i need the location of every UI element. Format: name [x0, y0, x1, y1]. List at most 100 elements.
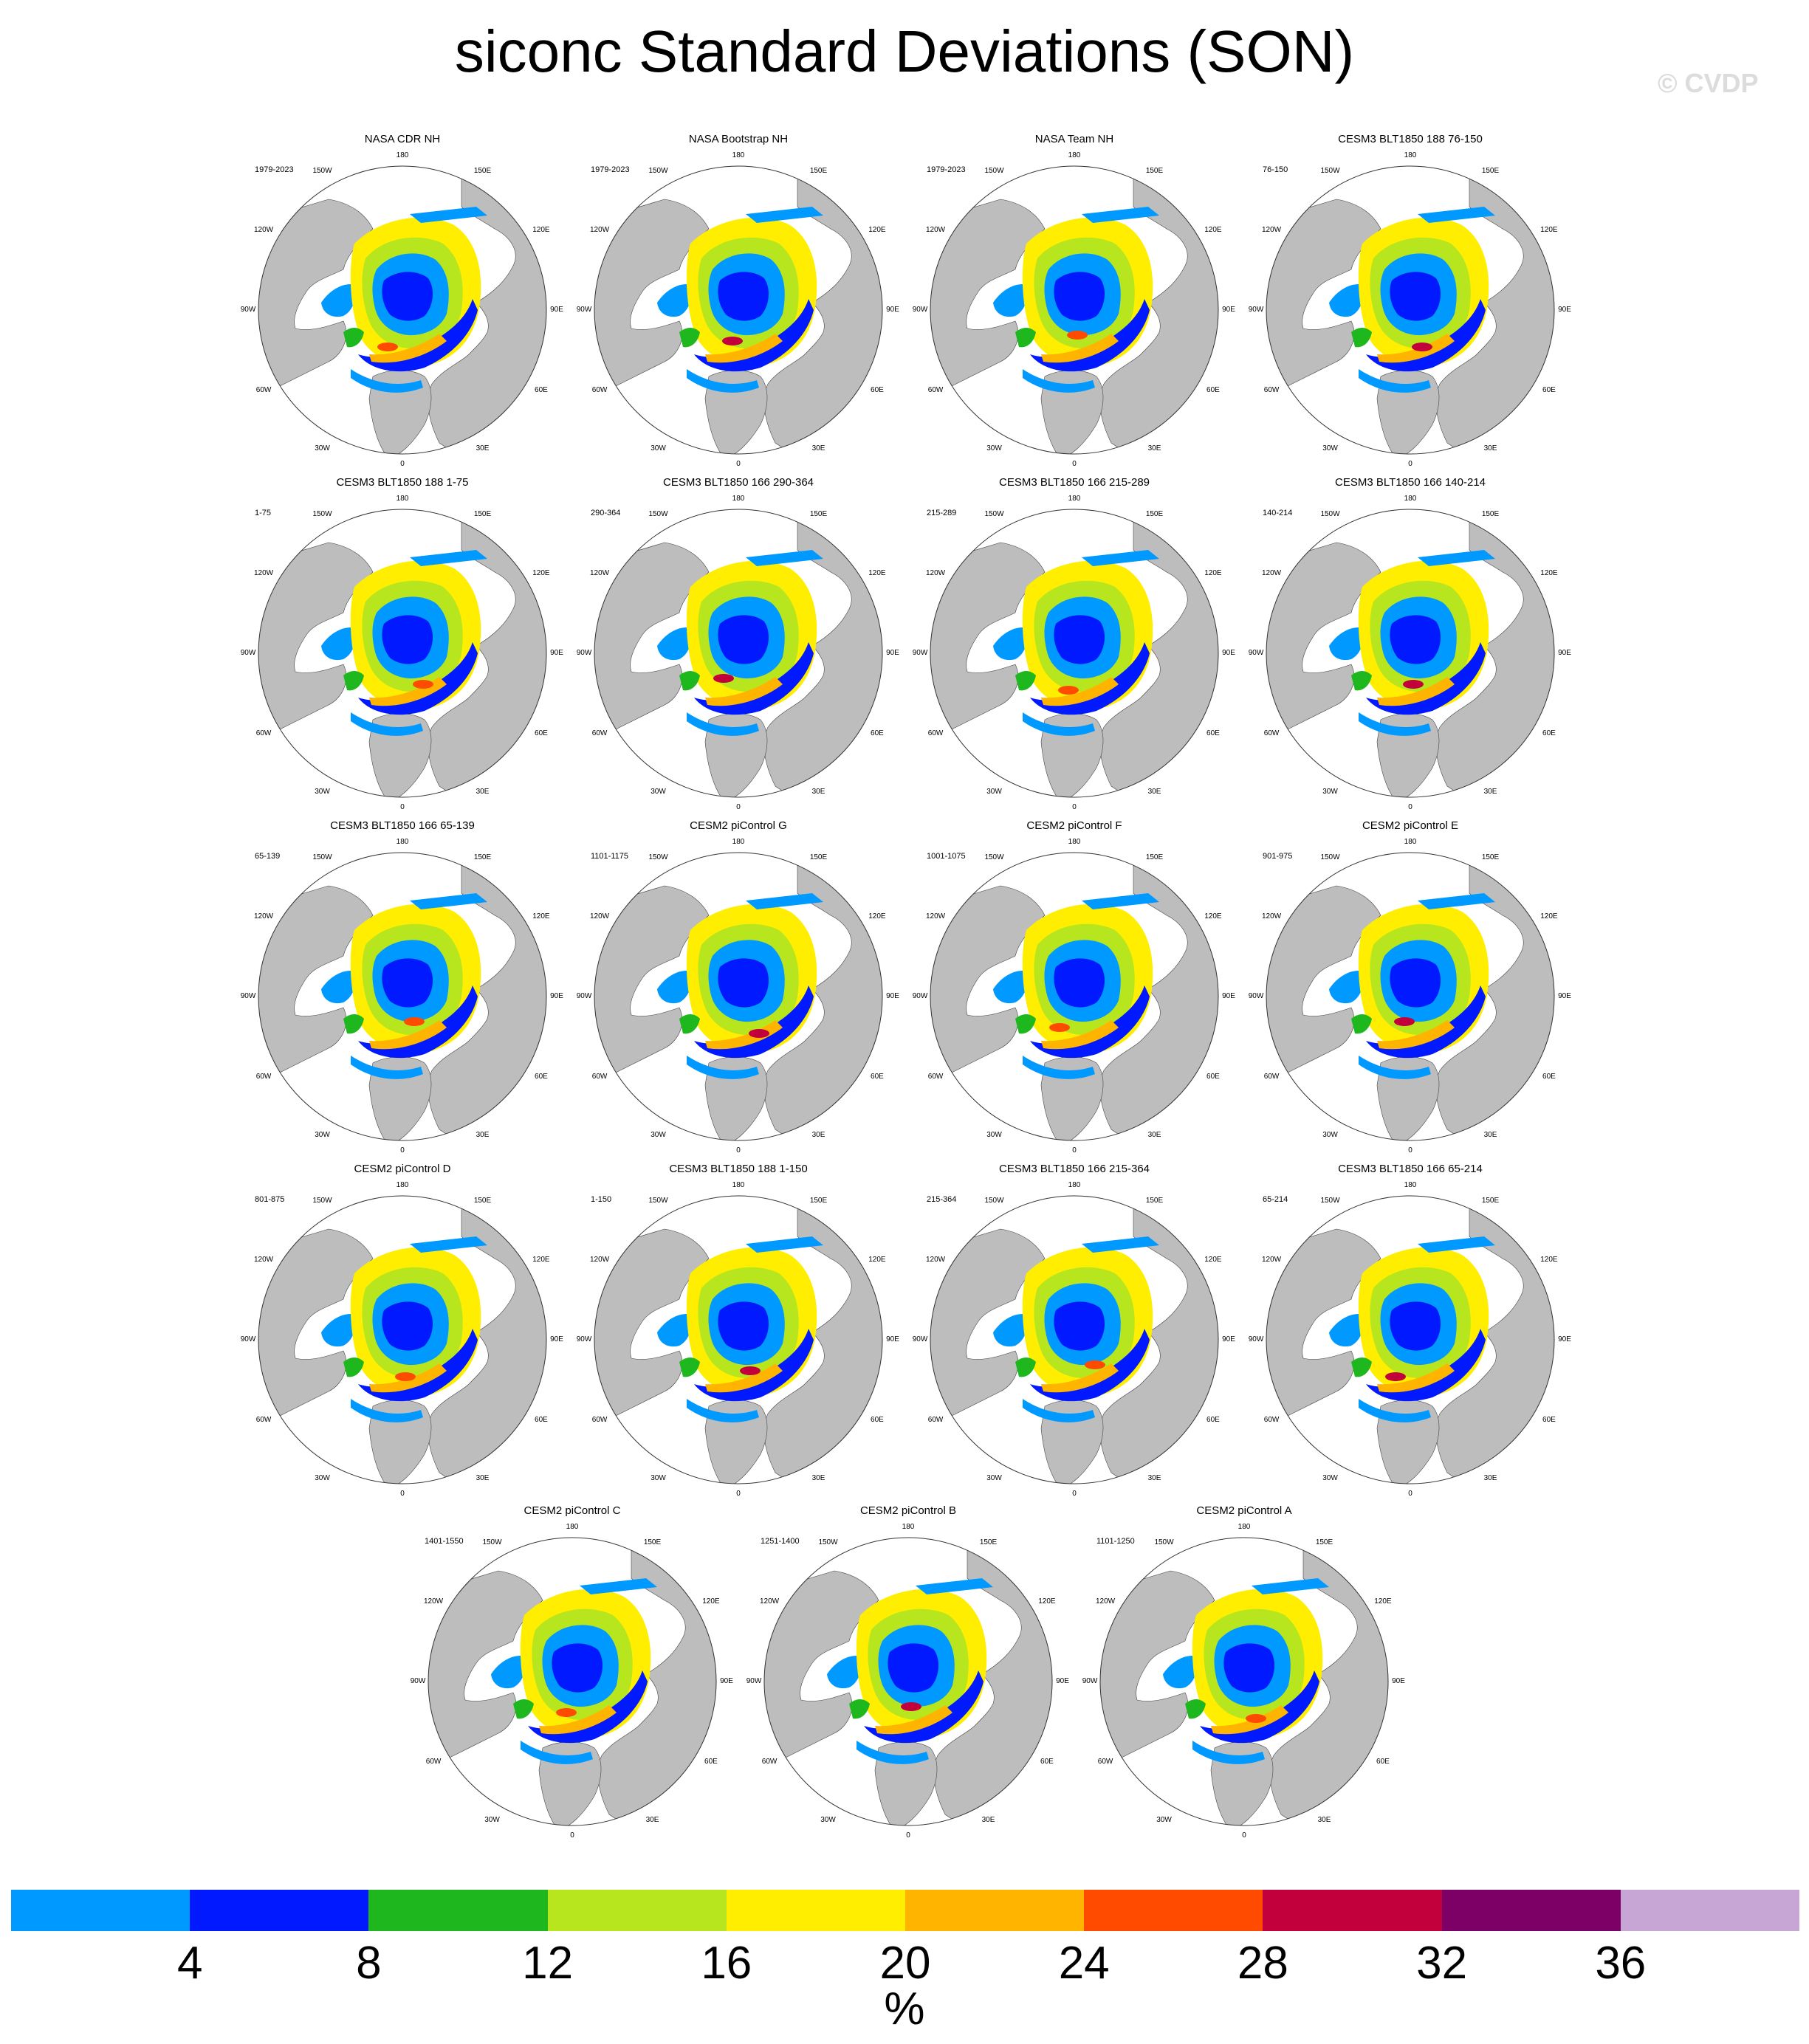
panel-period: 1101-1250 [1096, 1537, 1135, 1546]
lon-label: 150E [1315, 1538, 1333, 1547]
ice-band-hudson [849, 1699, 870, 1719]
ice-band-hudson [513, 1699, 534, 1719]
ice-band-gin [1023, 712, 1095, 736]
lon-label: 120W [1262, 912, 1282, 921]
lon-label: 30W [986, 1473, 1002, 1482]
lon-label: 90E [1558, 306, 1571, 314]
map-panel: NASA Team NH 1979-2023 180 150E 120E 90E 60E 30… [912, 133, 1237, 480]
colorbar-tick-label: 12 [522, 1938, 574, 1989]
ice-band-gin [1359, 712, 1431, 736]
ice-band-hudson [679, 328, 700, 348]
lon-label: 30E [811, 787, 825, 796]
panel-period: 1-75 [255, 509, 272, 517]
north-america-land [930, 1228, 1046, 1429]
panel-title: CESM3 BLT1850 166 65-214 [1338, 1163, 1483, 1175]
lon-label: 150E [809, 510, 828, 519]
lon-label: 30W [315, 1473, 330, 1482]
cvdp-credit: © CVDP [1658, 68, 1759, 98]
lon-label: 30E [1483, 444, 1497, 452]
map-boundary [930, 1195, 1219, 1484]
greenland-land [1376, 1056, 1440, 1140]
ice-band-atlantic [1366, 1329, 1486, 1402]
lon-label: 90W [912, 1335, 928, 1343]
ice-band-atlantic [528, 1670, 648, 1744]
ice-core-inner [1054, 958, 1105, 1008]
greenland-land [1040, 713, 1104, 797]
lon-label: 0 [1072, 1490, 1077, 1498]
ice-band-pacific [746, 1236, 823, 1253]
lon-label: 150E [1145, 167, 1164, 176]
lon-label: 120E [868, 1255, 886, 1264]
ice-band-hudson [679, 1357, 700, 1377]
colorbar-box [1084, 1890, 1263, 1931]
ice-band-gin [351, 369, 423, 393]
greenland-land [704, 1400, 768, 1484]
ice-edge-atlantic [1041, 1020, 1119, 1050]
lon-label: 120E [1038, 1597, 1056, 1606]
panel-title: CESM3 BLT1850 166 215-289 [998, 476, 1150, 489]
ice-core-inner [1390, 1301, 1441, 1351]
polar-map [1266, 852, 1555, 1141]
eurasia-land [763, 176, 882, 454]
ice-band-hudson [1351, 328, 1372, 348]
lon-label: 30E [1147, 1473, 1161, 1482]
ice-band-pacific [410, 550, 487, 566]
lon-label: 150W [1320, 1197, 1340, 1205]
lon-label: 90W [576, 649, 592, 657]
lon-label: 90W [746, 1677, 762, 1685]
lon-label: 60W [761, 1757, 778, 1766]
lon-label: 30W [651, 444, 666, 452]
ice-band-atlantic [694, 1329, 814, 1402]
ice-band-pacific [746, 893, 823, 909]
lon-label: 60E [1040, 1757, 1054, 1766]
lon-label: 90W [240, 1335, 256, 1343]
lon-label: 90W [912, 992, 928, 1000]
lon-label: 180 [732, 1181, 745, 1189]
north-america-land [930, 542, 1046, 743]
lon-label: 60E [1206, 1415, 1220, 1424]
north-america-land [594, 542, 710, 743]
map-content [258, 1196, 546, 1484]
map-boundary [594, 509, 883, 798]
ice-core-inner [1390, 272, 1441, 321]
lon-label: 180 [1068, 1181, 1081, 1189]
eurasia-land [1099, 1206, 1218, 1484]
lon-label: 60W [927, 1072, 944, 1081]
ice-highlight [740, 1366, 761, 1375]
ice-band-gin [1023, 369, 1095, 393]
map-content [428, 1538, 716, 1826]
panel-period: 140-214 [1263, 509, 1293, 517]
lon-label: 180 [1238, 1523, 1251, 1531]
ice-edge-atlantic [369, 334, 447, 363]
lon-label: 30W [1322, 1130, 1338, 1139]
ice-highlight [1385, 1372, 1406, 1381]
lon-label: 0 [1408, 1490, 1412, 1498]
lon-label: 90W [1248, 1335, 1264, 1343]
lon-label: 30E [645, 1815, 659, 1824]
lon-label: 90E [1558, 992, 1571, 1000]
lon-label: 60E [1206, 385, 1220, 394]
greenland-land [538, 1741, 602, 1826]
ice-edge-atlantic [1041, 677, 1119, 706]
polar-map [258, 852, 547, 1141]
lon-label: 90E [886, 992, 899, 1000]
panel-period: 65-139 [255, 852, 281, 861]
panel-period: 1001-1075 [927, 852, 966, 861]
ice-core-inner [1054, 272, 1105, 321]
map-content [594, 1196, 882, 1484]
lon-label: 30W [315, 1130, 330, 1139]
panel-title: CESM3 BLT1850 166 215-364 [998, 1163, 1150, 1175]
polar-map [1266, 509, 1555, 798]
ice-band-atlantic [694, 299, 814, 372]
lon-label: 150W [482, 1538, 502, 1547]
ice-band-atlantic [694, 642, 814, 715]
ice-band-hudson [1015, 1357, 1036, 1377]
ice-band-hudson [343, 1357, 364, 1377]
lon-label: 30E [476, 787, 490, 796]
lon-label: 0 [400, 1490, 405, 1498]
ice-edge-atlantic [369, 1020, 447, 1050]
greenland-land [1210, 1741, 1274, 1826]
map-panel: CESM2 piControl C 1401-1550 180 150E 120E 90E… [410, 1504, 735, 1851]
ice-band-gin [1192, 1741, 1265, 1764]
lon-label: 180 [732, 838, 745, 846]
